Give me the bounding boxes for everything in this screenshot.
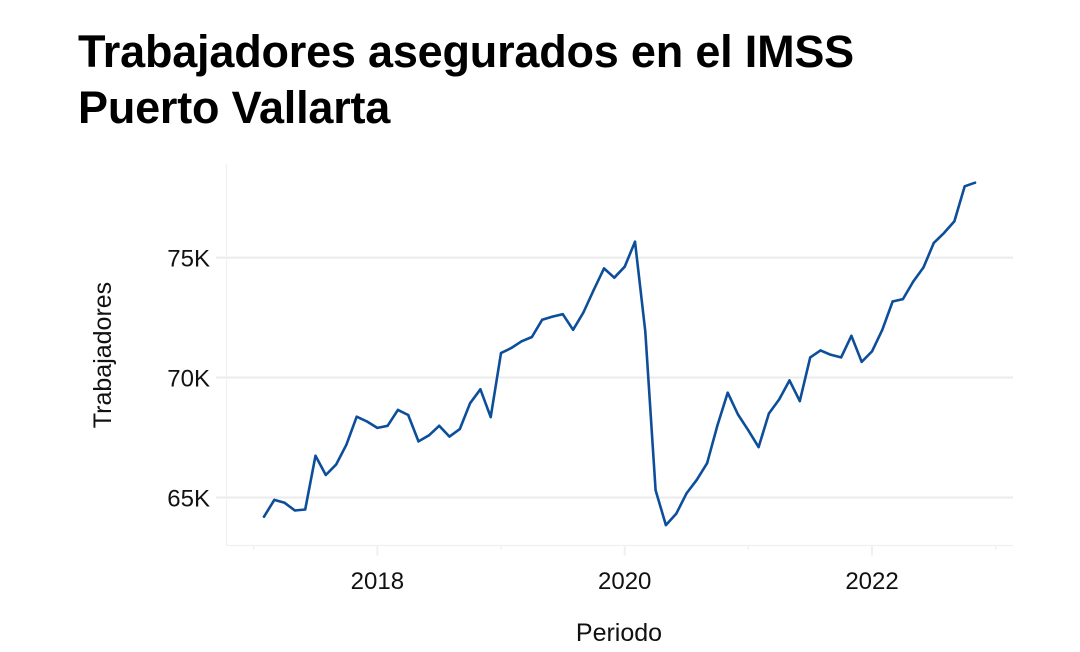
data-point: [798, 399, 801, 403]
data-point: [530, 335, 534, 339]
data-point: [489, 415, 492, 419]
data-point: [891, 300, 894, 303]
x-axis-ticks: 2018 2020 2022: [351, 568, 899, 595]
data-point: [582, 311, 585, 314]
data-point: [912, 280, 915, 283]
y-tick-label: 75K: [167, 246, 210, 273]
data-point: [932, 241, 935, 245]
y-tick-label: 65K: [167, 486, 210, 513]
x-tick-label: 2018: [351, 568, 404, 595]
data-point: [685, 492, 688, 495]
data-point: [571, 328, 575, 331]
data-point: [520, 340, 523, 343]
data-point: [901, 297, 905, 301]
x-tick-label: 2020: [598, 568, 651, 595]
data-point: [510, 346, 513, 350]
data-point: [675, 512, 678, 515]
chart-title: Trabajadores asegurados en el IMSS Puert…: [78, 24, 854, 136]
data-point: [860, 360, 863, 364]
data-point: [809, 356, 812, 359]
data-point: [778, 398, 781, 401]
series-points: [262, 181, 977, 527]
data-point: [386, 424, 389, 427]
x-tick-marks: [252, 545, 997, 556]
data-point: [283, 501, 286, 504]
data-point: [376, 426, 379, 430]
data-point: [438, 424, 441, 427]
data-point: [613, 276, 616, 279]
data-point: [695, 478, 698, 481]
data-point: [468, 402, 472, 405]
data-point: [602, 267, 606, 270]
data-point: [726, 391, 729, 394]
data-point: [314, 454, 317, 457]
data-point: [757, 445, 760, 449]
data-point: [922, 266, 925, 269]
data-point: [345, 443, 348, 446]
data-point: [396, 408, 400, 412]
data-point: [355, 415, 358, 418]
gridlines: [216, 256, 1013, 499]
data-point: [561, 313, 564, 316]
data-point: [767, 412, 771, 415]
data-point: [623, 265, 626, 268]
data-point: [850, 334, 853, 337]
data-point: [448, 435, 451, 438]
data-point: [304, 508, 307, 511]
data-point: [942, 231, 946, 235]
data-point: [881, 328, 884, 331]
data-point: [417, 440, 420, 443]
series-line-trabajadores: [262, 181, 977, 527]
chart-title-line2: Puerto Vallarta: [78, 82, 391, 133]
data-point: [541, 318, 544, 321]
data-point: [407, 413, 410, 417]
data-point: [334, 463, 338, 466]
axes: [225, 164, 1013, 547]
data-point: [458, 427, 461, 431]
data-point: [427, 434, 431, 437]
data-point: [551, 315, 554, 318]
y-tick-label: 70K: [167, 366, 210, 393]
data-point: [499, 351, 503, 355]
data-point: [654, 489, 657, 492]
data-point: [829, 353, 832, 356]
data-point: [839, 356, 843, 359]
data-point: [365, 420, 369, 423]
data-point: [644, 330, 647, 333]
data-point: [788, 379, 791, 382]
data-point: [870, 350, 874, 353]
y-axis-title: Trabajadores: [89, 282, 117, 428]
data-point: [262, 515, 266, 518]
data-point: [973, 181, 977, 184]
data-point: [736, 413, 740, 416]
data-point: [705, 462, 709, 465]
data-point: [747, 429, 750, 432]
data-point: [664, 523, 668, 527]
data-point: [293, 509, 297, 512]
x-axis-title: Periodo: [576, 619, 662, 647]
data-point: [819, 349, 822, 352]
data-point: [324, 473, 327, 477]
chart-title-line1: Trabajadores asegurados en el IMSS: [78, 26, 854, 77]
x-tick-label: 2022: [845, 568, 898, 595]
y-axis-ticks: 65K 70K 75K: [167, 246, 210, 513]
data-point: [953, 220, 956, 223]
data-point: [963, 185, 966, 188]
data-point: [592, 288, 595, 292]
data-point: [716, 424, 719, 427]
data-point: [479, 388, 482, 391]
data-point: [273, 498, 276, 502]
data-point: [633, 240, 637, 243]
